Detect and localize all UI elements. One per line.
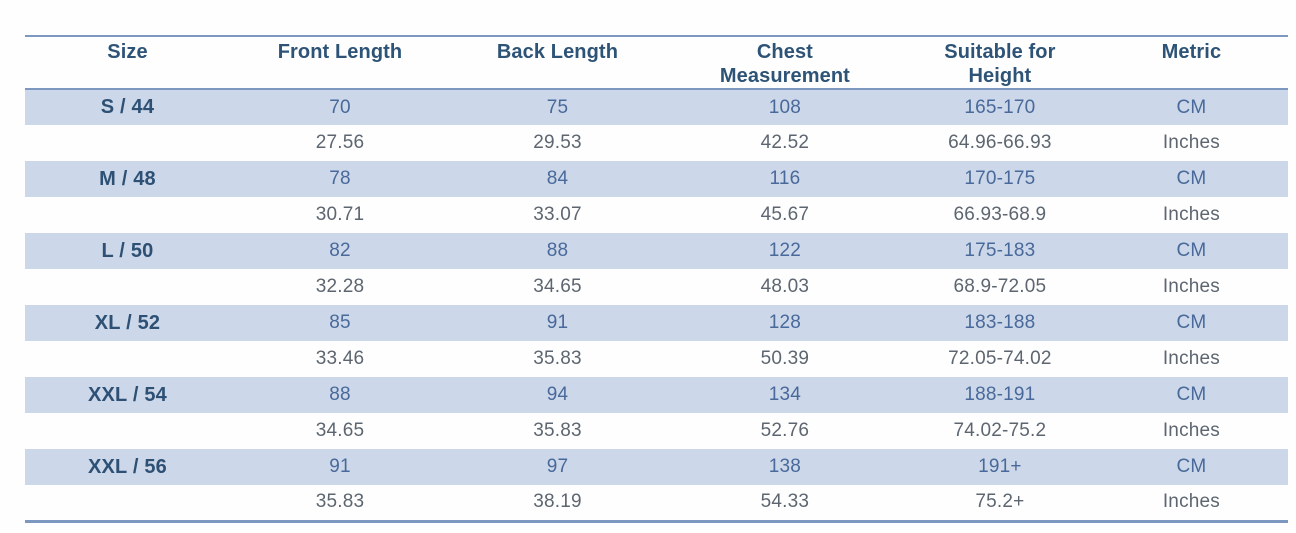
value-cell: 88 <box>329 384 351 405</box>
value-cell: 66.93-68.9 <box>953 204 1047 225</box>
value-cell: 54.33 <box>760 491 810 513</box>
table-row-cm: M / 48 78 84 116 170-175 CM <box>25 161 1288 197</box>
metric-cell: CM <box>1176 312 1207 333</box>
table-header: Size Front Length Back Length Chest Measurem… <box>25 36 1288 89</box>
value-cell: 74.02-75.2 <box>953 420 1047 441</box>
table-row-inches: 34.65 35.83 52.76 74.02-75.2 Inches <box>25 413 1288 449</box>
metric-cell: CM <box>1176 456 1207 477</box>
table-row-cm: XXL / 54 88 94 134 188-191 CM <box>25 377 1288 413</box>
size-cell <box>25 341 230 377</box>
value-cell: 33.07 <box>533 204 582 225</box>
value-cell: 30.71 <box>315 204 365 225</box>
value-cell: 85 <box>329 312 351 333</box>
table-row-cm: XL / 52 85 91 128 183-188 CM <box>25 305 1288 341</box>
metric-cell: CM <box>1176 384 1207 405</box>
value-cell: 116 <box>769 168 801 189</box>
value-cell: 33.46 <box>315 348 365 369</box>
column-header-size: Size <box>107 41 148 63</box>
value-cell: 34.65 <box>533 276 582 297</box>
column-header-metric: Metric <box>1161 41 1222 63</box>
value-cell: 122 <box>768 240 802 261</box>
value-cell: 50.39 <box>760 348 810 369</box>
value-cell: 75.2+ <box>975 491 1025 513</box>
metric-cell: Inches <box>1162 491 1221 513</box>
value-cell: 138 <box>768 456 802 477</box>
column-header-suitable-for-height: Suitable for Height <box>944 41 1056 87</box>
value-cell: 84 <box>546 168 569 189</box>
metric-cell: CM <box>1176 96 1207 118</box>
value-cell: 52.76 <box>760 420 810 441</box>
value-cell: 35.83 <box>315 491 365 513</box>
size-cell <box>25 485 230 521</box>
value-cell: 35.83 <box>533 420 582 441</box>
value-cell: 188-191 <box>964 384 1036 405</box>
size-cell <box>25 197 230 233</box>
table-body: S / 44 70 75 108 165-170 CM 27.56 29.53 42.52 64.… <box>25 89 1288 521</box>
value-cell: 64.96-66.93 <box>948 132 1052 153</box>
value-cell: 91 <box>329 456 351 477</box>
value-cell: 29.53 <box>533 132 582 153</box>
value-cell: 191+ <box>978 456 1022 477</box>
value-cell: 27.56 <box>315 132 365 153</box>
metric-cell: CM <box>1176 168 1207 189</box>
value-cell: 165-170 <box>964 96 1036 118</box>
value-cell: 75 <box>546 96 569 118</box>
size-cell: M / 48 <box>99 167 156 190</box>
value-cell: 78 <box>329 168 351 189</box>
table-row-inches: 35.83 38.19 54.33 75.2+ Inches <box>25 485 1288 521</box>
value-cell: 42.52 <box>760 132 810 153</box>
value-cell: 134 <box>768 384 802 405</box>
value-cell: 94 <box>546 384 569 405</box>
size-cell <box>25 125 230 161</box>
column-header-chest-measurement: Chest Measurement <box>719 41 850 87</box>
value-cell: 170-175 <box>964 168 1036 189</box>
metric-cell: Inches <box>1162 204 1221 225</box>
value-cell: 35.83 <box>533 348 582 369</box>
value-cell: 91 <box>546 312 569 333</box>
metric-cell: Inches <box>1162 276 1221 297</box>
table-row-inches: 27.56 29.53 42.52 64.96-66.93 Inches <box>25 125 1288 161</box>
value-cell: 108 <box>768 96 802 118</box>
size-cell: L / 50 <box>101 239 154 262</box>
table-row-cm: S / 44 70 75 108 165-170 CM <box>25 89 1288 125</box>
value-cell: 48.03 <box>760 276 810 297</box>
size-cell: XXL / 56 <box>87 455 168 478</box>
value-cell: 72.05-74.02 <box>948 348 1052 369</box>
size-cell: S / 44 <box>100 96 155 118</box>
value-cell: 70 <box>329 96 351 118</box>
size-cell: XL / 52 <box>94 311 161 334</box>
value-cell: 34.65 <box>315 420 365 441</box>
value-cell: 45.67 <box>760 204 810 225</box>
value-cell: 68.9-72.05 <box>953 276 1047 297</box>
size-chart-table: Size Front Length Back Length Chest Measurem… <box>25 35 1288 523</box>
value-cell: 97 <box>546 456 569 477</box>
size-cell <box>25 413 230 449</box>
column-header-front-length: Front Length <box>277 41 403 63</box>
metric-cell: CM <box>1176 240 1207 261</box>
column-header-back-length: Back Length <box>496 41 619 63</box>
value-cell: 88 <box>546 240 569 261</box>
size-cell: XXL / 54 <box>87 383 168 406</box>
size-cell <box>25 269 230 305</box>
table-row-cm: XXL / 56 91 97 138 191+ CM <box>25 449 1288 485</box>
value-cell: 175-183 <box>964 240 1036 261</box>
value-cell: 128 <box>768 312 802 333</box>
table-row-inches: 33.46 35.83 50.39 72.05-74.02 Inches <box>25 341 1288 377</box>
metric-cell: Inches <box>1162 132 1221 153</box>
value-cell: 82 <box>329 240 351 261</box>
table-row-inches: 32.28 34.65 48.03 68.9-72.05 Inches <box>25 269 1288 305</box>
metric-cell: Inches <box>1162 420 1221 441</box>
table-header-row: Size Front Length Back Length Chest Measurem… <box>25 36 1288 89</box>
value-cell: 32.28 <box>315 276 365 297</box>
table-row-inches: 30.71 33.07 45.67 66.93-68.9 Inches <box>25 197 1288 233</box>
metric-cell: Inches <box>1162 348 1221 369</box>
value-cell: 38.19 <box>533 491 582 513</box>
value-cell: 183-188 <box>964 312 1036 333</box>
table-row-cm: L / 50 82 88 122 175-183 CM <box>25 233 1288 269</box>
